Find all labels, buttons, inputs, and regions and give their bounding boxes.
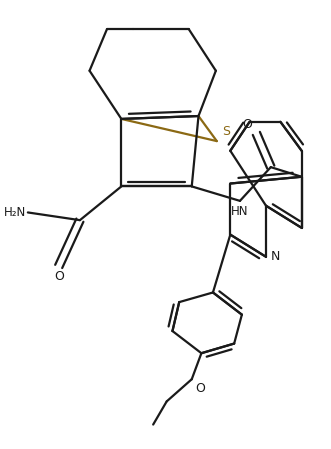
Text: O: O (54, 270, 64, 283)
Text: O: O (196, 382, 206, 395)
Text: O: O (243, 119, 253, 132)
Text: N: N (271, 250, 280, 263)
Text: HN: HN (231, 205, 249, 218)
Text: H₂N: H₂N (4, 206, 26, 219)
Text: S: S (222, 125, 230, 138)
